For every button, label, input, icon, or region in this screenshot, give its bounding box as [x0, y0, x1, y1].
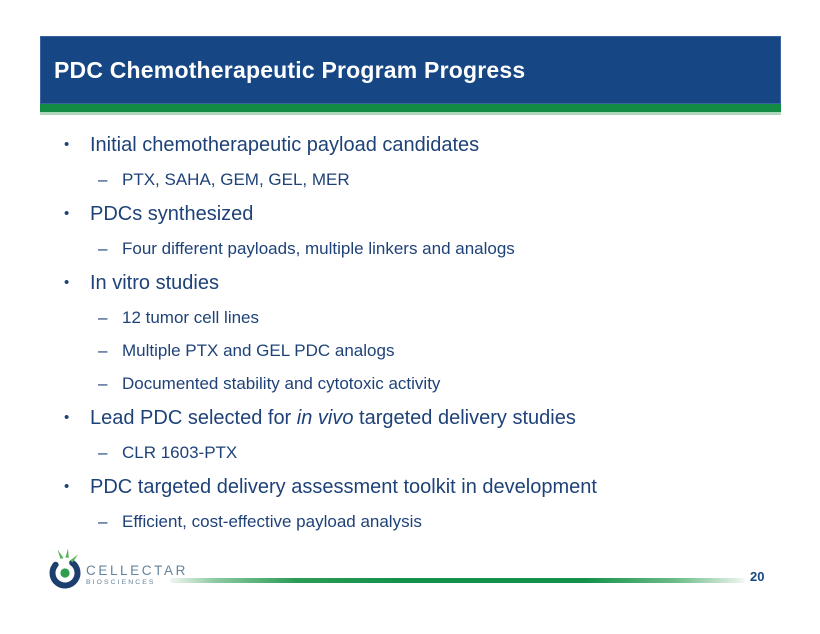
- sub-bullet-marker: –: [98, 374, 108, 393]
- slide-title: PDC Chemotherapeutic Program Progress: [54, 56, 526, 83]
- cellectar-logo-icon: [49, 548, 81, 589]
- sub-bullet-marker: –: [98, 308, 108, 327]
- bullet-text: In vitro studies: [90, 272, 219, 294]
- sub-bullet-text: Efficient, cost-effective payload analys…: [122, 512, 422, 531]
- bullet-text: Initial chemotherapeutic payload candida…: [90, 134, 480, 156]
- footer-divider-line: [170, 578, 745, 583]
- bullet-list: • Initial chemotherapeutic payload candid…: [0, 133, 820, 544]
- sub-bullet-text: 12 tumor cell lines: [122, 308, 260, 327]
- sub-bullet-marker: –: [98, 341, 108, 360]
- bullet-item: • PDC targeted delivery assessment toolki…: [0, 475, 820, 499]
- sub-bullet-text: Four different payloads, multiple linker…: [122, 239, 515, 258]
- bullet-item: • Lead PDC selected for in vivo targeted …: [0, 406, 820, 430]
- sub-bullet-text: CLR 1603-PTX: [122, 443, 238, 462]
- logo-tagline: BIOSCIENCES: [86, 579, 156, 586]
- sub-bullet-marker: –: [98, 239, 108, 258]
- bullet-marker: •: [64, 409, 70, 426]
- header-green-stripe: [40, 104, 781, 112]
- sub-bullet-marker: –: [98, 512, 108, 531]
- bullet-text: PDCs synthesized: [90, 203, 254, 225]
- sub-bullet-text: Documented stability and cytotoxic activ…: [122, 374, 441, 393]
- bullet-marker: •: [64, 205, 70, 222]
- page-number: 20: [750, 569, 765, 584]
- title-bar: PDC Chemotherapeutic Program Progress: [40, 36, 781, 104]
- sub-bullet-marker: –: [98, 170, 108, 189]
- sub-bullet-marker: –: [98, 443, 108, 462]
- cellectar-logo: CELLECTAR BIOSCIENCES: [44, 546, 188, 592]
- bullet-item: • PDCs synthesized: [0, 202, 820, 226]
- sub-bullet-item: – Documented stability and cytotoxic acti…: [0, 373, 820, 394]
- bullet-marker: •: [64, 478, 70, 495]
- bullet-marker: •: [64, 136, 70, 153]
- logo-wordmark: CELLECTAR BIOSCIENCES: [86, 564, 188, 587]
- bullet-marker: •: [64, 274, 70, 291]
- sub-bullet-item: – Four different payloads, multiple linke…: [0, 238, 820, 259]
- bullet-item: • In vitro studies: [0, 271, 820, 295]
- sub-bullet-text: Multiple PTX and GEL PDC analogs: [122, 341, 395, 360]
- sub-bullet-item: – PTX, SAHA, GEM, GEL, MER: [0, 169, 820, 190]
- sub-bullet-text: PTX, SAHA, GEM, GEL, MER: [122, 170, 350, 189]
- logo-name: CELLECTAR: [86, 563, 188, 578]
- sub-bullet-item: – Efficient, cost-effective payload analy…: [0, 511, 820, 532]
- bullet-text: PDC targeted delivery assessment toolkit…: [90, 476, 597, 498]
- sub-bullet-item: –12 tumor cell lines: [0, 307, 820, 328]
- sub-bullet-item: – CLR 1603-PTX: [0, 442, 820, 463]
- bullet-text: Lead PDC selected for in vivo targeted d…: [90, 407, 576, 429]
- header-green-stripe-light: [40, 112, 781, 115]
- bullet-item: • Initial chemotherapeutic payload candid…: [0, 133, 820, 157]
- sub-bullet-item: – Multiple PTX and GEL PDC analogs: [0, 340, 820, 361]
